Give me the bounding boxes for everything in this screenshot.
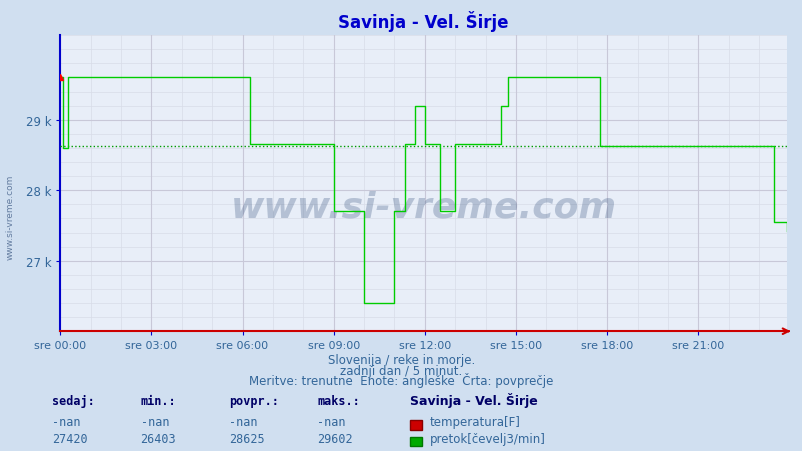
Text: zadnji dan / 5 minut.: zadnji dan / 5 minut.: [340, 364, 462, 377]
Text: 27420: 27420: [52, 432, 87, 445]
Text: 29602: 29602: [317, 432, 352, 445]
Text: www.si-vreme.com: www.si-vreme.com: [5, 174, 14, 259]
Text: -nan: -nan: [317, 415, 345, 428]
Text: 26403: 26403: [140, 432, 176, 445]
Text: Meritve: trenutne  Enote: angleške  Črta: povprečje: Meritve: trenutne Enote: angleške Črta: …: [249, 372, 553, 387]
Text: -nan: -nan: [229, 415, 257, 428]
Text: -nan: -nan: [52, 415, 80, 428]
Text: pretok[čevelj3/min]: pretok[čevelj3/min]: [429, 432, 545, 445]
Text: www.si-vreme.com: www.si-vreme.com: [230, 190, 616, 225]
Text: povpr.:: povpr.:: [229, 394, 278, 407]
Text: 28625: 28625: [229, 432, 264, 445]
Text: min.:: min.:: [140, 394, 176, 407]
Text: sedaj:: sedaj:: [52, 394, 95, 407]
Text: Slovenija / reke in morje.: Slovenija / reke in morje.: [327, 353, 475, 366]
Text: temperatura[F]: temperatura[F]: [429, 415, 520, 428]
Text: -nan: -nan: [140, 415, 168, 428]
Text: Savinja - Vel. Širje: Savinja - Vel. Širje: [409, 391, 537, 407]
Title: Savinja - Vel. Širje: Savinja - Vel. Širje: [338, 11, 508, 32]
Text: maks.:: maks.:: [317, 394, 359, 407]
